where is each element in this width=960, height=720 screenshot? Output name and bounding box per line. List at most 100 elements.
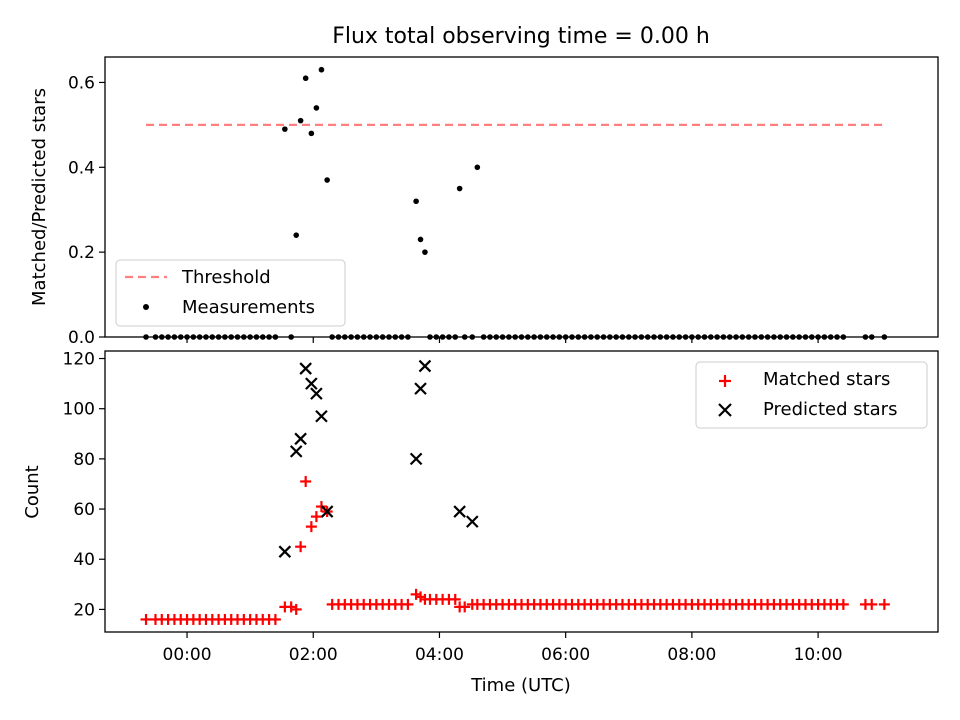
measurement-point — [474, 164, 481, 171]
measurement-point — [607, 334, 613, 340]
measurement-point — [537, 334, 544, 340]
measurement-point — [588, 334, 594, 340]
measurement-point — [493, 334, 500, 340]
predicted-star-point — [320, 505, 334, 518]
measurement-point — [613, 334, 619, 340]
measurement-point — [720, 334, 727, 340]
measurement-point — [313, 105, 320, 111]
measurement-point — [342, 334, 348, 340]
measurement-point — [695, 334, 701, 340]
measurement-point — [790, 334, 796, 340]
measurement-point — [209, 334, 216, 340]
measurement-point — [480, 334, 487, 340]
predicted-star-point — [465, 515, 479, 528]
measurement-point — [272, 334, 279, 340]
measurement-point — [282, 126, 288, 132]
measurement-point — [827, 334, 834, 340]
predicted-stars-legend-label: Predicted stars — [763, 399, 897, 420]
top-legend-box — [115, 259, 346, 327]
bottom-y-tick-label: 100 — [63, 400, 95, 420]
measurement-point — [868, 334, 875, 340]
measurement-point — [518, 334, 525, 340]
measurement-point — [234, 334, 241, 340]
predicted-star-point — [299, 362, 312, 375]
predicted-star-point — [414, 382, 427, 395]
measurement-point — [302, 75, 309, 82]
top-y-tick-label: 0.6 — [68, 73, 95, 93]
measurement-point — [427, 334, 433, 340]
predicted-star-stroke-b — [305, 377, 318, 390]
top-data-marks — [143, 66, 888, 340]
measurement-point — [840, 334, 847, 340]
predicted-stars-legend-swatch — [718, 403, 732, 417]
predicted-star-stroke-b — [418, 359, 432, 373]
bottom-y-tick-label: 120 — [63, 350, 95, 370]
predicted-star-stroke-b — [278, 545, 292, 558]
measurement-point — [569, 334, 575, 340]
measurement-point — [726, 334, 733, 340]
predicted-star-stroke-b — [310, 387, 323, 400]
measurement-point — [379, 334, 386, 340]
measurement-point — [625, 334, 632, 340]
measurement-point — [550, 334, 556, 340]
measurement-point — [398, 334, 405, 340]
measurement-point — [367, 334, 373, 340]
predicted-star-point — [418, 359, 432, 373]
measurement-point — [143, 334, 149, 340]
predicted-star-point — [289, 445, 303, 458]
predicted-star-stroke-b — [414, 382, 427, 395]
measurement-point — [714, 334, 720, 340]
predicted-star-stroke-b — [299, 362, 312, 375]
bottom-x-tick-label: 10:00 — [794, 645, 843, 665]
matched-star-point — [837, 598, 849, 610]
bottom-data-marks — [140, 359, 890, 625]
predicted-star-point — [305, 377, 318, 390]
bottom-x-tick-label: 02:00 — [289, 645, 338, 665]
measurement-point — [575, 334, 582, 340]
measurement-point — [862, 334, 869, 340]
measurements-legend-swatch — [143, 304, 149, 310]
matched-star-point — [140, 613, 152, 625]
bottom-x-axis: 00:00 02:00 04:00 06:00 08:00 10:00 — [163, 632, 843, 665]
matched-star-point — [310, 511, 322, 523]
measurement-point — [594, 334, 601, 340]
predicted-star-stroke-b — [409, 452, 423, 466]
measurement-point — [171, 334, 178, 340]
predicted-star-stroke-b — [320, 505, 334, 518]
measurement-point — [324, 177, 330, 183]
measurement-point — [417, 236, 424, 243]
measurement-point — [329, 334, 335, 340]
measurement-point — [165, 334, 171, 340]
measurement-point — [293, 232, 300, 238]
measurement-point — [525, 334, 531, 340]
bottom-legend: Matched stars Predicted stars — [695, 361, 928, 429]
measurement-point — [802, 334, 809, 340]
measurement-point — [758, 334, 765, 340]
measurement-point — [259, 334, 266, 340]
bottom-panel: 20 40 60 80 100 120 00:00 02:00 04:00 06:00 08:00… — [22, 350, 939, 696]
measurement-point — [543, 334, 550, 340]
predicted-star-point — [310, 387, 323, 400]
measurement-point — [783, 334, 790, 340]
measurement-point — [581, 334, 588, 340]
measurement-point — [638, 334, 645, 340]
measurement-point — [354, 334, 361, 340]
top-y-tick-label: 0.4 — [68, 158, 95, 178]
measurement-point — [506, 334, 512, 340]
measurement-point — [266, 334, 272, 340]
measurement-point — [152, 334, 159, 340]
predicted-star-point — [453, 505, 466, 518]
measurement-point — [676, 334, 683, 340]
measurement-point — [360, 334, 367, 340]
measurement-point — [446, 334, 452, 340]
measurement-point — [288, 334, 294, 340]
matched-star-point — [866, 598, 878, 610]
matched-star-point — [402, 598, 414, 610]
measurement-point — [512, 334, 518, 340]
measurement-point — [771, 334, 777, 340]
matched-star-point — [305, 521, 317, 533]
measurement-point — [297, 117, 304, 124]
measurement-point — [644, 334, 651, 340]
matched-star-point — [285, 601, 297, 613]
measurement-point — [556, 334, 563, 340]
